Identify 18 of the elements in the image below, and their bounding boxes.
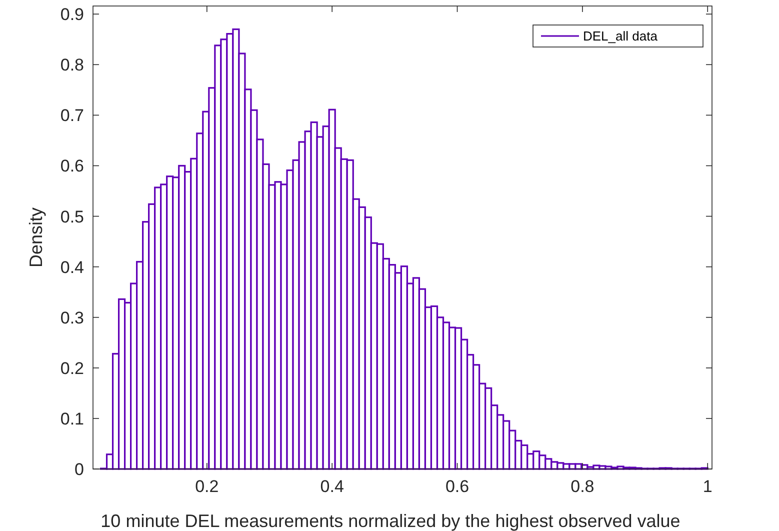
y-tick-label: 0.7 — [60, 106, 84, 126]
y-tick-label: 0.2 — [60, 358, 84, 378]
x-tick-label: 0.4 — [320, 477, 344, 496]
y-axis-title: Density — [26, 207, 46, 268]
y-tick-label: 0.4 — [60, 258, 84, 277]
x-tick-label: 0.8 — [570, 477, 594, 496]
x-tick-label: 1 — [702, 477, 712, 496]
y-tick-label: 0.5 — [60, 207, 84, 226]
y-tick-label: 0.1 — [60, 409, 84, 428]
x-tick-label: 0.6 — [445, 477, 470, 496]
y-tick-label: 0.9 — [60, 5, 84, 24]
x-tick-label: 0.2 — [195, 477, 219, 496]
y-tick-label: 0.3 — [60, 308, 84, 328]
y-tick-label: 0.8 — [60, 56, 84, 75]
y-tick-label: 0 — [74, 460, 84, 479]
y-tick-label: 0.6 — [60, 156, 84, 176]
legend-label: DEL_all data — [583, 28, 658, 44]
x-axis-title: 10 minute DEL measurements normalized by the highest observed value — [100, 511, 680, 531]
